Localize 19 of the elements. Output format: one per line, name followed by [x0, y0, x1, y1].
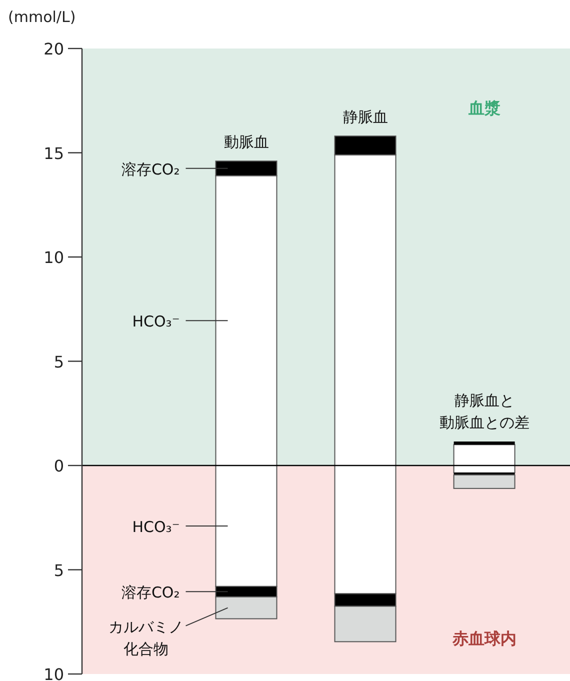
text: HCO₃⁻ [132, 518, 180, 536]
y-axis-title: (mmol/L) [8, 8, 76, 26]
y-tick-label: 10 [44, 665, 64, 681]
x-tick-label: 静脈血 [342, 108, 388, 126]
x-tick-label: 静脈血と動脈血との差 [439, 392, 530, 432]
text: カルバミノ化合物 [108, 618, 184, 658]
y-tick-label: 5 [54, 352, 64, 372]
y-tick-label: 5 [54, 560, 64, 580]
band-label: 赤血球内 [451, 629, 516, 648]
x-tick-label: 動脈血 [224, 133, 269, 152]
y-tick-label: 20 [44, 40, 64, 58]
band-label: 血漿 [467, 98, 500, 118]
text: 溶存CO₂ [121, 584, 180, 602]
y-tick-label: 10 [44, 248, 64, 267]
text: 溶存CO₂ [121, 160, 180, 178]
text: HCO₃⁻ [132, 312, 180, 331]
y-tick-label: 0 [54, 456, 64, 476]
y-tick-label: 15 [44, 144, 64, 163]
bar [454, 442, 515, 445]
